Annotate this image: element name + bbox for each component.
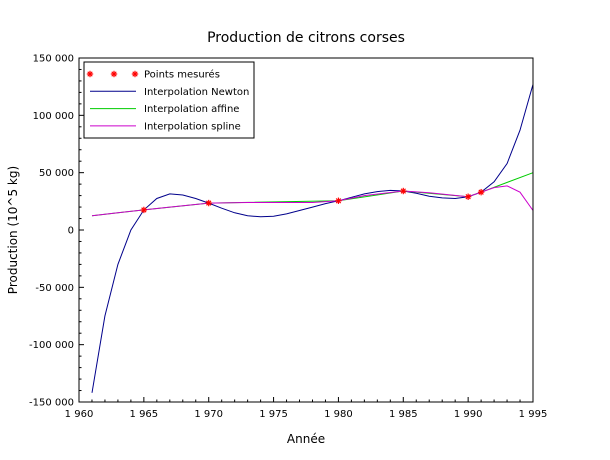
legend-item: Interpolation spline — [90, 121, 241, 132]
axes: 1 960 1 965 1 970 1 975 1 980 1 985 1 990 1 995… — [29, 54, 547, 421]
series-line-interpolation-affine — [91, 172, 534, 217]
data-point — [464, 193, 472, 200]
y-tick-label: 0 — [68, 226, 74, 237]
y-tick-label: -100 000 — [29, 340, 74, 351]
x-tick-label: 1 990 — [454, 409, 483, 420]
chart-title: Production de citrons corses — [207, 30, 405, 46]
legend-marker — [86, 70, 94, 78]
y-tick-label: -150 000 — [29, 398, 74, 409]
x-tick-label: 1 975 — [259, 409, 288, 420]
series-line-interpolation-newton — [91, 84, 534, 393]
x-tick-label: 1 970 — [194, 409, 223, 420]
data-point — [335, 197, 342, 204]
legend-item: Interpolation Newton — [90, 87, 249, 98]
x-axis-title: Année — [287, 432, 325, 446]
series-points-measured — [140, 187, 485, 214]
y-tick-label: 50 000 — [39, 168, 74, 179]
legend-label: Interpolation affine — [144, 104, 239, 115]
legend-label: Interpolation Newton — [144, 87, 249, 98]
legend-label: Interpolation spline — [144, 121, 241, 132]
x-tick-label: 1 965 — [130, 409, 159, 420]
legend-marker — [110, 70, 118, 78]
y-tick-label: 150 000 — [33, 54, 74, 65]
legend-item: Points mesurés — [86, 69, 220, 81]
y-axis-title: Production (10^5 kg) — [6, 166, 20, 294]
legend-label: Points mesurés — [144, 69, 220, 81]
legend-item: Interpolation affine — [90, 104, 239, 115]
x-tick-label: 1 995 — [519, 409, 548, 420]
legend: Points mesurés Interpolation Newton Interp… — [83, 61, 255, 139]
y-tick-label: 100 000 — [33, 111, 74, 122]
legend-box — [83, 61, 255, 139]
y-tick-label: -50 000 — [35, 283, 74, 294]
plot-area — [91, 84, 534, 393]
x-tick-label: 1 980 — [324, 409, 353, 420]
series-line-interpolation-spline — [91, 185, 534, 217]
data-point — [205, 199, 212, 207]
x-tick-label: 1 960 — [65, 409, 94, 420]
x-tick-label: 1 985 — [389, 409, 418, 420]
data-point — [140, 206, 148, 214]
legend-marker — [131, 70, 139, 78]
data-point — [477, 188, 485, 196]
data-point — [400, 187, 407, 195]
